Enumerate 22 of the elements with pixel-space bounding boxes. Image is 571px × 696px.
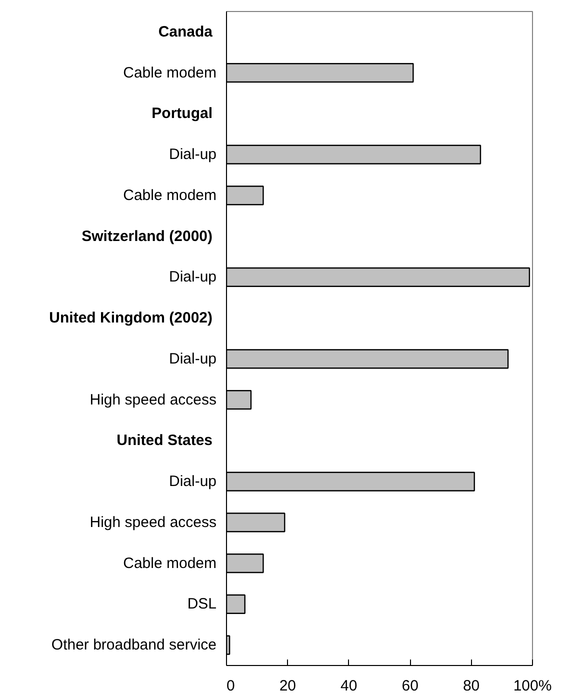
- x-tick-label: 80: [462, 678, 480, 694]
- y-tick-label: Dial-up: [168, 268, 217, 286]
- y-tick-label: Dial-up: [168, 146, 217, 164]
- y-tick-label: Cable modem: [123, 64, 217, 82]
- x-tick-label: 60: [402, 678, 418, 694]
- y-tick-label: DSL: [187, 596, 217, 613]
- y-tick-label: Switzerland (2000): [82, 228, 213, 245]
- x-tick-label: 40: [340, 678, 358, 694]
- y-tick-label: Cable modem: [123, 186, 217, 204]
- y-tick-label: High speed access: [90, 514, 217, 531]
- y-tick-label: High speed access: [90, 391, 217, 408]
- y-tick-label: United Kingdom (2002): [49, 310, 213, 327]
- x-tick-label: 100%: [513, 678, 552, 694]
- y-tick-label: Other broadband service: [51, 636, 217, 654]
- y-tick-label: Portugal: [152, 105, 213, 122]
- x-tick-label: 20: [279, 678, 296, 694]
- x-tick-label: 0: [226, 678, 235, 694]
- y-tick-label: Dial-up: [168, 350, 217, 368]
- y-tick-label: United States: [116, 432, 213, 450]
- y-tick-label: Canada: [158, 23, 214, 40]
- y-tick-label: Dial-up: [168, 473, 217, 490]
- y-tick-label: Cable modem: [123, 554, 217, 572]
